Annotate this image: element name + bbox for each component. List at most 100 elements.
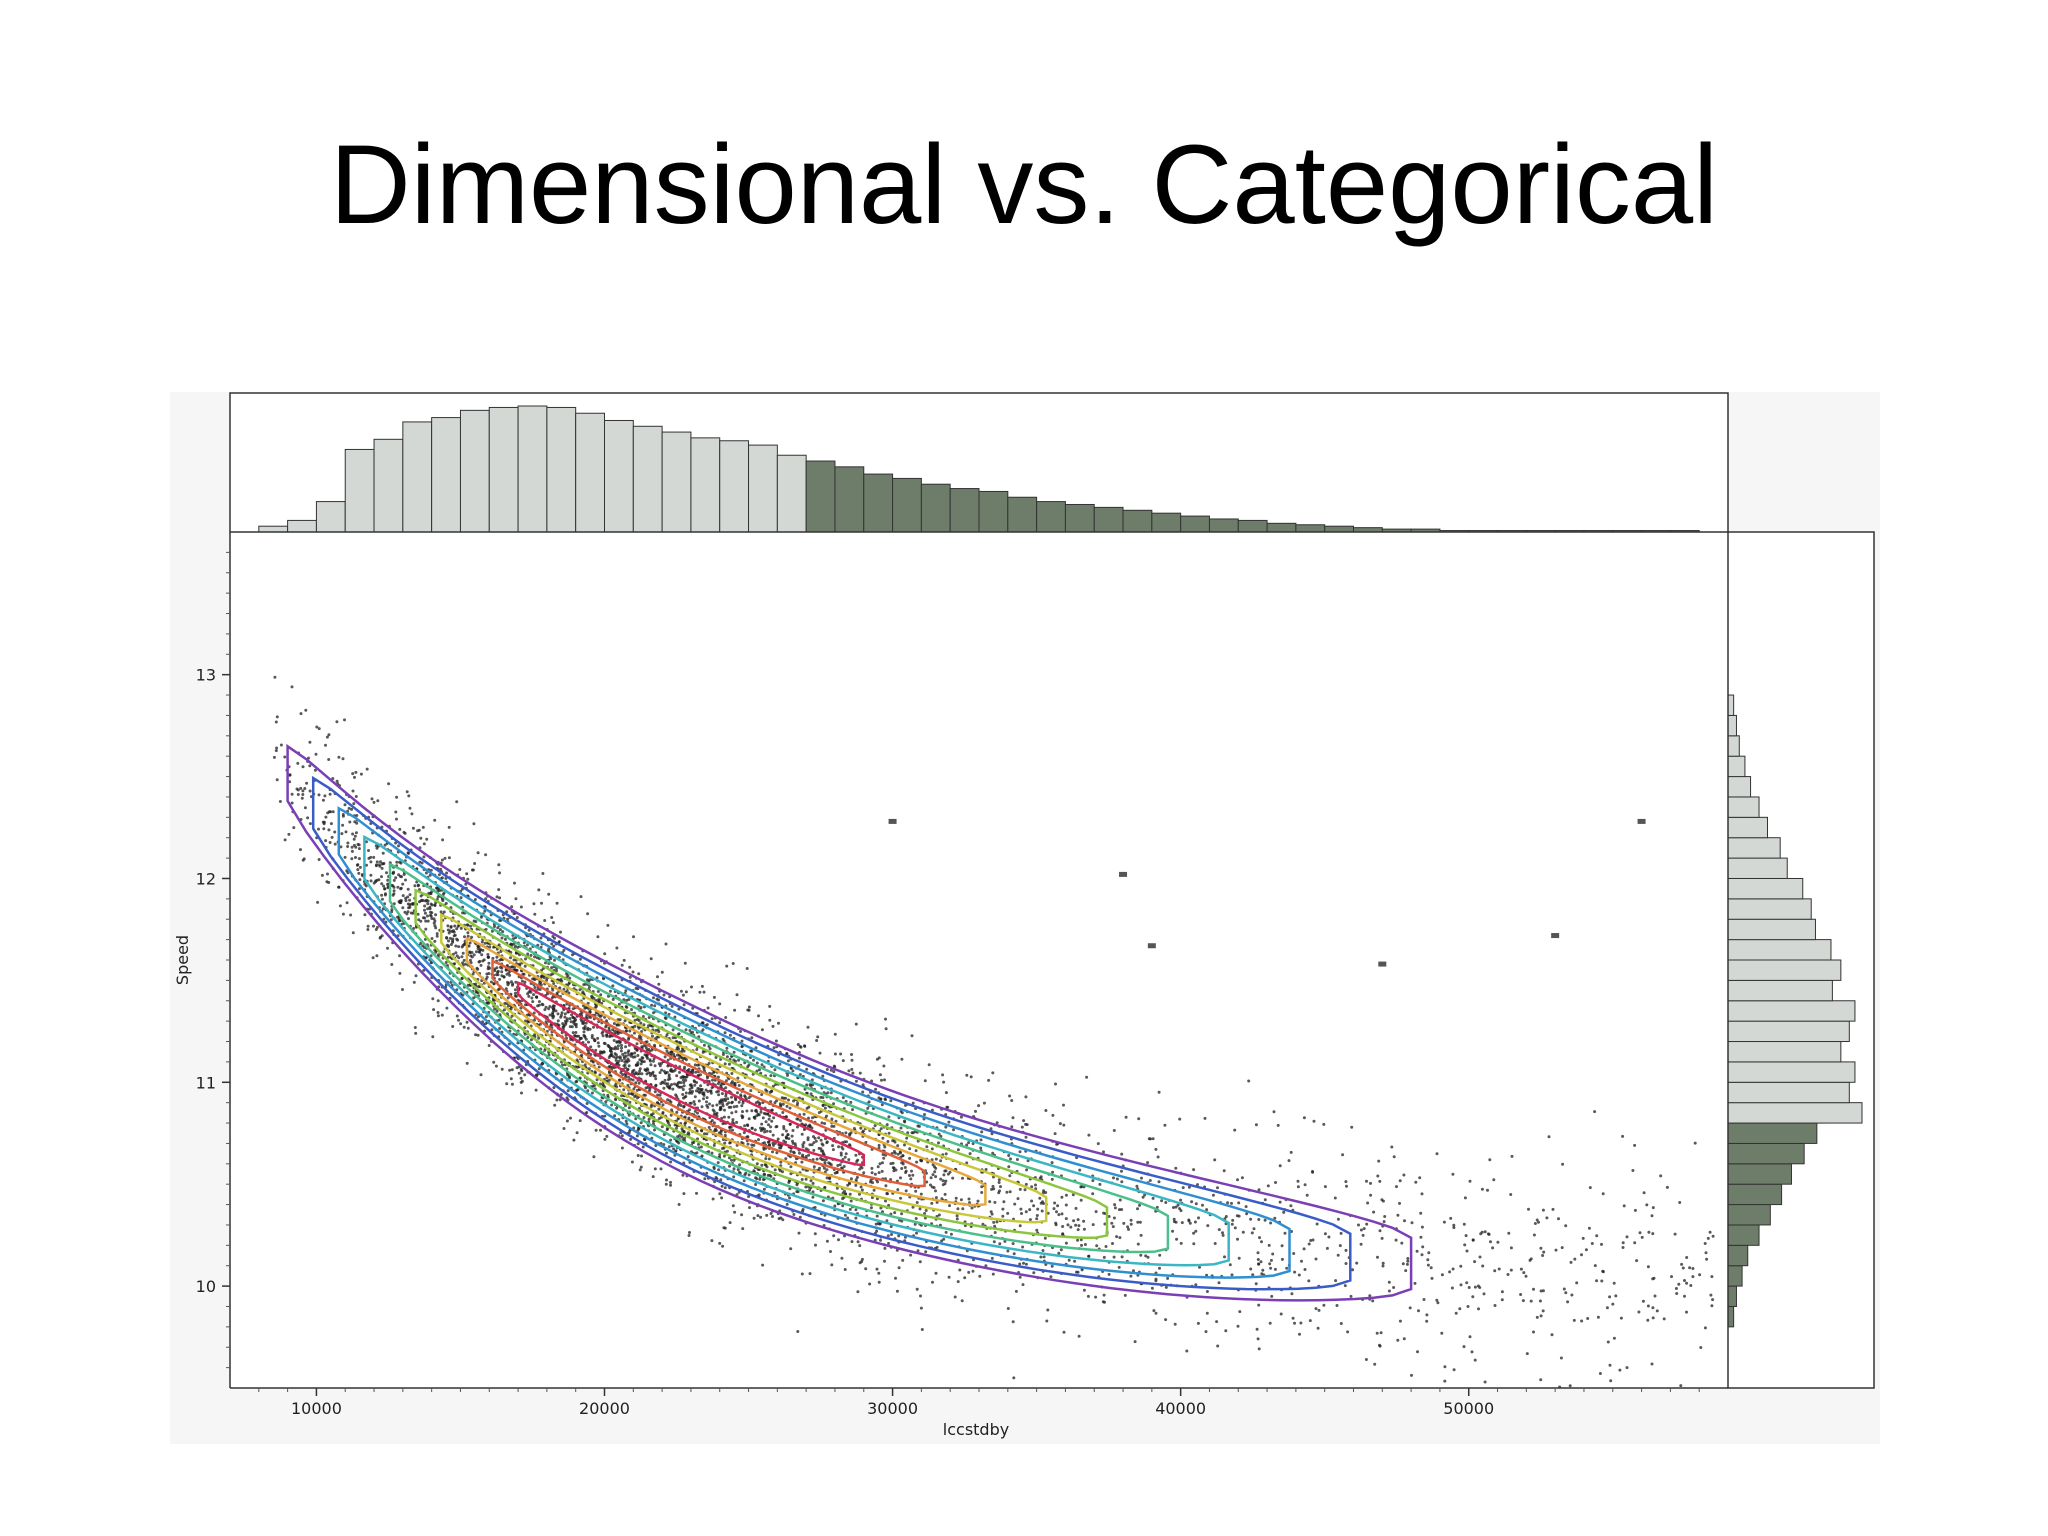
scatter-point [1541,1289,1545,1293]
scatter-point [980,1130,984,1134]
scatter-point [693,1083,697,1087]
scatter-point [943,1182,947,1186]
scatter-point [363,882,367,886]
scatter-point [1303,1183,1307,1187]
scatter-point [569,1020,573,1024]
scatter-point [801,1143,805,1147]
scatter-point [524,1019,527,1023]
scatter-point [1581,1236,1585,1240]
scatter-point [1051,1113,1055,1117]
scatter-point [1285,1266,1289,1270]
scatter-point [466,923,470,927]
scatter-point [353,820,357,824]
scatter-point [397,844,400,848]
scatter-point [487,1044,491,1047]
scatter-point [662,1086,666,1090]
scatter-point [759,1215,763,1219]
scatter-point [570,1013,574,1017]
scatter-point [1123,1293,1127,1297]
scatter-point [881,1161,884,1165]
scatter-point [1580,1319,1584,1323]
scatter-point [870,1166,874,1170]
scatter-point [1205,1208,1209,1212]
scatter-point [1419,1235,1423,1239]
scatter-point [1532,1287,1535,1291]
scatter-point [1430,1276,1434,1280]
scatter-point [1095,1244,1099,1248]
scatter-point [1251,1273,1255,1277]
scatter-point [731,1118,735,1122]
scatter-point [617,1002,621,1006]
scatter-point [673,1068,677,1072]
scatter-point [1401,1262,1405,1266]
scatter-point [1322,1303,1326,1307]
scatter-point [613,1114,617,1118]
scatter-point [760,1063,764,1067]
scatter-point [437,873,441,877]
scatter-point [635,1048,639,1052]
scatter-point [640,1059,643,1063]
scatter-point [1164,1201,1168,1204]
scatter-point [1646,1304,1650,1308]
scatter-point [696,1063,700,1067]
scatter-point [772,1046,776,1050]
scatter-point [877,1280,881,1284]
scatter-point [904,1171,908,1174]
scatter-point [640,1045,644,1049]
scatter-point [586,912,590,916]
scatter-point [1398,1201,1401,1205]
scatter-point [431,997,435,1001]
scatter-point [520,1091,523,1095]
scatter-point [827,1161,831,1165]
scatter-point [1403,1219,1406,1223]
scatter-point [386,878,390,882]
scatter-point [664,1071,668,1075]
scatter-point [730,1100,734,1104]
scatter-point [1369,1193,1373,1197]
scatter-point [1018,1275,1022,1279]
scatter-point [1057,1213,1061,1217]
scatter-point [430,903,434,907]
scatter-point [416,884,420,888]
top-hist-bar [344,448,375,533]
scatter-point [774,1125,778,1129]
scatter-point [765,1129,769,1133]
scatter-point [601,1082,605,1086]
scatter-point [1539,1314,1543,1318]
scatter-point [543,1008,547,1012]
scatter-point [431,1035,435,1039]
scatter-point [805,1083,809,1087]
scatter-point [1178,1117,1182,1121]
scatter-point [452,934,456,938]
scatter-point [786,1059,790,1063]
scatter-point [1254,1282,1258,1286]
scatter-point [792,1150,795,1154]
scatter-point [1136,1207,1139,1211]
scatter-point [934,1189,937,1193]
scatter-point [648,1059,652,1063]
scatter-point [629,1137,633,1141]
scatter-point [469,924,473,928]
scatter-point [657,1062,661,1066]
scatter-point [802,1112,806,1116]
scatter-point [790,1134,794,1138]
scatter-point [683,961,687,965]
top-hist-bar [258,525,289,533]
scatter-point [658,1071,662,1075]
scatter-point [491,956,495,960]
scatter-point [862,1171,866,1175]
scatter-point [676,1135,680,1139]
scatter-point [993,1231,997,1234]
scatter-point [728,1164,731,1168]
top-hist-bar [776,454,807,533]
scatter-point [832,1124,836,1128]
scatter-point [465,872,469,876]
scatter-point [1705,1257,1709,1261]
scatter-point [1362,1227,1366,1231]
scatter-point [788,1122,792,1126]
scatter-point [686,1155,690,1159]
scatter-point [547,1007,551,1011]
scatter-point [315,725,319,729]
scatter-point [581,1021,585,1025]
scatter-point [1035,1217,1039,1221]
